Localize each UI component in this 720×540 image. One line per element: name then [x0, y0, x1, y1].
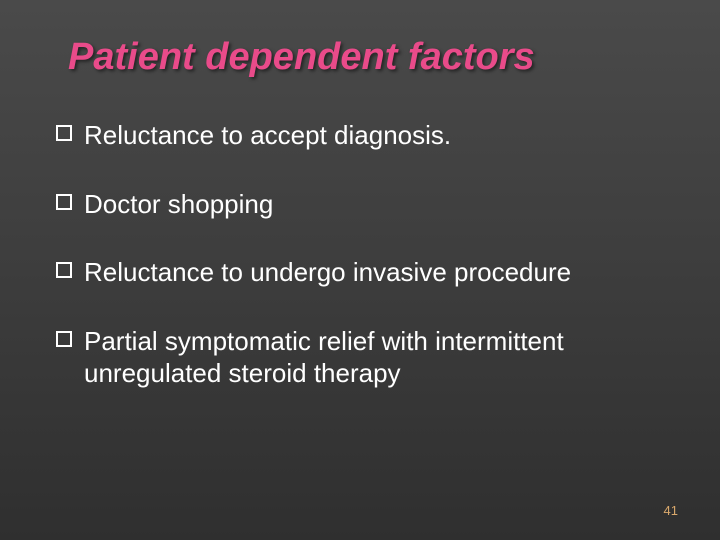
square-bullet-icon — [56, 125, 72, 141]
slide-title: Patient dependent factors — [48, 36, 672, 79]
bullet-text: Reluctance to accept diagnosis. — [84, 119, 672, 152]
bullet-text: Doctor shopping — [84, 188, 672, 221]
bullet-item: Reluctance to accept diagnosis. — [56, 119, 672, 152]
slide-container: Patient dependent factors Reluctance to … — [0, 0, 720, 540]
bullet-item: Doctor shopping — [56, 188, 672, 221]
bullet-text: Partial symptomatic relief with intermit… — [84, 325, 672, 390]
bullet-list: Reluctance to accept diagnosis. Doctor s… — [48, 119, 672, 390]
bullet-text: Reluctance to undergo invasive procedure — [84, 256, 672, 289]
square-bullet-icon — [56, 262, 72, 278]
bullet-item: Partial symptomatic relief with intermit… — [56, 325, 672, 390]
square-bullet-icon — [56, 331, 72, 347]
page-number: 41 — [664, 503, 678, 518]
square-bullet-icon — [56, 194, 72, 210]
bullet-item: Reluctance to undergo invasive procedure — [56, 256, 672, 289]
